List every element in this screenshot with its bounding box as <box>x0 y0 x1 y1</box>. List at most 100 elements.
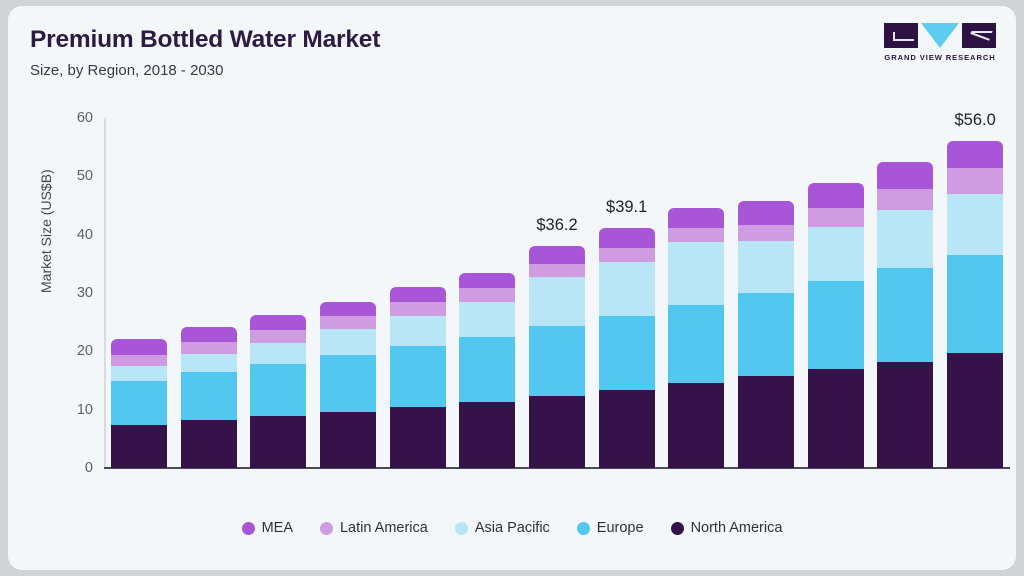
bar-segment[interactable] <box>389 315 446 346</box>
bar-segment[interactable] <box>598 316 655 390</box>
legend-color-swatch <box>319 521 333 535</box>
bar-value-label: $39.1 <box>606 198 648 217</box>
y-axis-tick: 50 <box>76 168 93 185</box>
bar-segment[interactable] <box>807 281 864 369</box>
bar-segment[interactable] <box>180 420 237 468</box>
legend-item[interactable]: North America <box>670 520 783 536</box>
bar-segment[interactable] <box>389 287 446 302</box>
y-axis-tick: 60 <box>76 110 93 126</box>
bar-segment[interactable] <box>598 261 655 317</box>
bar-segment[interactable] <box>598 248 655 262</box>
bar-segment[interactable] <box>947 193 1004 256</box>
bar-segment[interactable] <box>250 364 307 417</box>
bar-segment[interactable] <box>807 183 864 209</box>
bar-segment[interactable] <box>807 368 864 468</box>
bar-segment[interactable] <box>947 353 1004 468</box>
logo-g-icon <box>884 22 918 48</box>
bar-segment[interactable] <box>459 272 516 288</box>
bar-segment[interactable] <box>180 327 237 342</box>
bar-segment[interactable] <box>877 267 934 362</box>
bar-segment[interactable] <box>250 330 307 344</box>
bar-segment[interactable] <box>319 301 376 316</box>
bar-segment[interactable] <box>110 365 167 382</box>
legend-item[interactable]: Europe <box>576 520 644 536</box>
y-axis-tick: 40 <box>76 226 93 243</box>
y-axis-line <box>104 118 106 468</box>
bar-segment[interactable] <box>459 287 516 302</box>
bar-segment[interactable] <box>110 425 167 468</box>
grand-view-research-logo: GRAND VIEW RESEARCH <box>884 22 996 62</box>
bar-segment[interactable] <box>738 376 795 468</box>
bar-segment[interactable] <box>598 389 655 468</box>
bar-segment[interactable] <box>877 209 934 268</box>
legend-label: Asia Pacific <box>474 520 550 536</box>
bar-segment[interactable] <box>947 255 1004 354</box>
bar-segment[interactable] <box>250 416 307 468</box>
bar-segment[interactable] <box>807 226 864 282</box>
bar-segment[interactable] <box>668 228 725 242</box>
y-axis-tick: 20 <box>76 343 93 360</box>
bar-segment[interactable] <box>459 301 516 337</box>
bar-segment[interactable] <box>877 161 934 190</box>
bar-segment[interactable] <box>529 395 585 468</box>
logo-monogram <box>884 22 996 48</box>
bar-segment[interactable] <box>807 208 864 227</box>
bar-value-label: $56.0 <box>954 111 996 130</box>
bar-segment[interactable] <box>250 315 307 331</box>
bar-segment[interactable] <box>180 353 237 372</box>
bar-segment[interactable] <box>738 224 795 242</box>
bar-segment[interactable] <box>180 342 237 354</box>
legend-color-swatch <box>576 521 590 535</box>
bar-segment[interactable] <box>877 189 934 210</box>
page-title: Premium Bottled Water Market <box>30 26 381 53</box>
bar-segment[interactable] <box>110 381 167 426</box>
bar-segment[interactable] <box>529 276 585 326</box>
legend-item[interactable]: MEA <box>241 520 293 536</box>
bar-segment[interactable] <box>668 382 725 468</box>
bar-segment[interactable] <box>319 315 376 330</box>
y-axis-tick: 30 <box>76 285 93 301</box>
bar-segment[interactable] <box>738 241 795 293</box>
bar-segment[interactable] <box>319 412 376 468</box>
legend-label: North America <box>690 520 783 536</box>
logo-text: GRAND VIEW RESEARCH <box>884 53 996 62</box>
bar-segment[interactable] <box>529 245 585 264</box>
page-subtitle: Size, by Region, 2018 - 2030 <box>30 62 224 79</box>
legend-label: Latin America <box>339 520 428 536</box>
logo-r-icon <box>962 22 996 48</box>
bar-segment[interactable] <box>180 371 237 421</box>
chart-legend: MEA Latin America Asia Pacific Europe North … <box>8 520 1016 536</box>
bar-segment[interactable] <box>459 402 516 468</box>
bar-segment[interactable] <box>947 141 1004 168</box>
bar-segment[interactable] <box>389 345 446 408</box>
bar-segment[interactable] <box>250 343 307 365</box>
bar-segment[interactable] <box>738 293 795 377</box>
legend-color-swatch <box>454 521 468 535</box>
chart-card: Premium Bottled Water Market Size, by Re… <box>8 6 1016 570</box>
legend-color-swatch <box>241 521 255 535</box>
bar-segment[interactable] <box>529 325 585 396</box>
y-axis-tick: 0 <box>84 460 93 476</box>
legend-color-swatch <box>670 521 684 535</box>
bar-segment[interactable] <box>110 339 167 356</box>
bar-segment[interactable] <box>598 228 655 249</box>
bar-segment[interactable] <box>389 301 446 316</box>
bar-segment[interactable] <box>319 329 376 355</box>
bar-segment[interactable] <box>947 167 1004 194</box>
legend-label: Europe <box>596 520 644 536</box>
y-axis-tick: 10 <box>76 401 93 418</box>
bar-segment[interactable] <box>668 241 725 306</box>
bar-segment[interactable] <box>668 305 725 383</box>
bar-segment[interactable] <box>319 354 376 412</box>
legend-item[interactable]: Asia Pacific <box>454 520 550 536</box>
bar-segment[interactable] <box>459 336 516 403</box>
bar-segment[interactable] <box>529 263 585 277</box>
legend-item[interactable]: Latin America <box>319 520 428 536</box>
plot-area: 0102030405060201820192020202120222023202… <box>77 110 1010 476</box>
bar-segment[interactable] <box>389 407 446 468</box>
bar-segment[interactable] <box>738 201 795 225</box>
bar-segment[interactable] <box>110 355 167 366</box>
y-axis-label: Market Size (US$B) <box>38 169 54 293</box>
bar-segment[interactable] <box>668 207 725 229</box>
bar-segment[interactable] <box>877 361 934 468</box>
